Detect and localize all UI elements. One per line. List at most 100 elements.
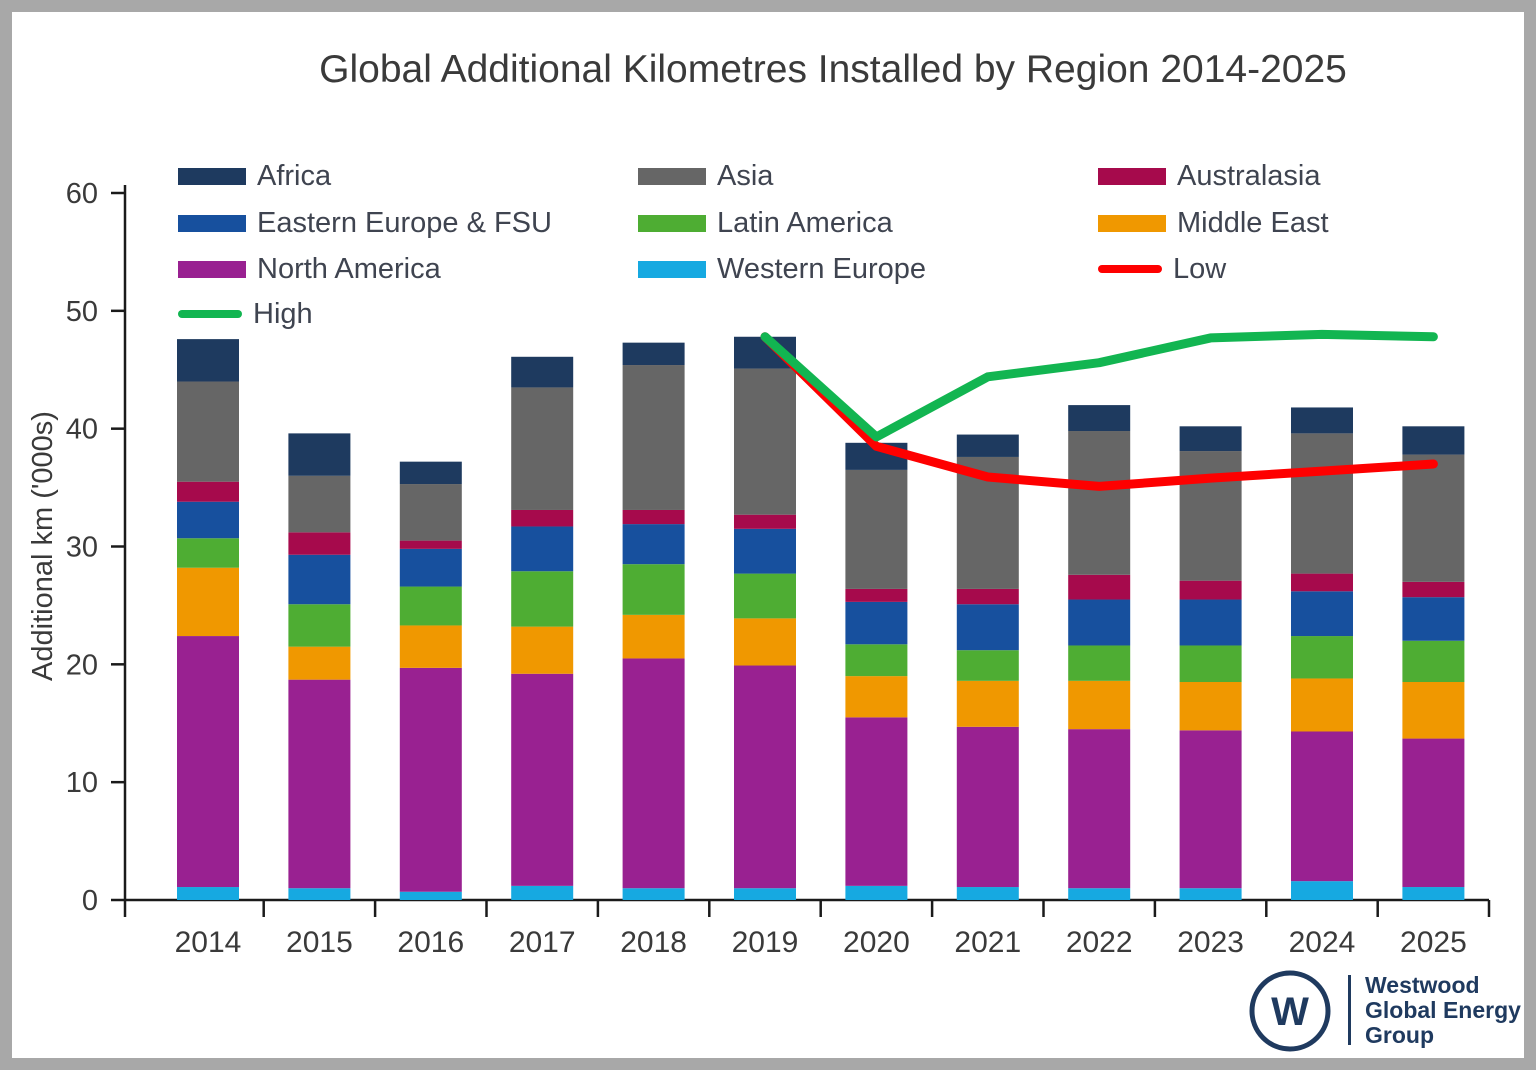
bar-2019-latin-america (734, 573, 796, 619)
legend-swatch-icon (1098, 167, 1166, 185)
bar-2020-western-europe (845, 885, 908, 900)
bar-2019-middle-east (734, 618, 796, 666)
legend-label: Low (1173, 252, 1227, 285)
bar-2025-australasia (1402, 581, 1465, 598)
legend-item-western-europe: Western Europe (638, 253, 926, 285)
bar-2022-australasia (1068, 574, 1131, 600)
logo-divider (1348, 975, 1351, 1045)
bar-2024-middle-east (1291, 678, 1353, 732)
legend-label: Middle East (1177, 206, 1329, 239)
bar-2023-middle-east (1179, 682, 1242, 731)
bar-2023-eastern-europe-fsu (1179, 599, 1242, 646)
x-axis-tick-label: 2023 (1177, 926, 1244, 959)
x-axis-tick-label: 2014 (175, 926, 242, 959)
legend-swatch-icon (638, 214, 706, 232)
bar-2023-north-america (1179, 730, 1242, 889)
bar-2023-australasia (1179, 580, 1242, 600)
logo-text-line: Westwood (1365, 971, 1480, 998)
bar-2020-asia (845, 469, 908, 589)
y-axis-tick-label: 60 (66, 178, 98, 210)
legend-item-latin-america: Latin America (638, 207, 893, 239)
legend-item-north-america: North America (178, 253, 441, 285)
bar-2024-australasia (1291, 573, 1353, 592)
logo-text-line: Group (1365, 1021, 1434, 1048)
logo-text-line: Global Energy (1365, 996, 1521, 1023)
bar-2019-north-america (734, 665, 796, 889)
westwood-logo-monogram: W (1249, 970, 1331, 1052)
line-low (760, 332, 1438, 491)
bar-2016-latin-america (399, 586, 462, 626)
legend-label: Western Europe (717, 252, 927, 285)
bar-2020-north-america (845, 717, 908, 886)
legend-item-eastern-europe-fsu: Eastern Europe & FSU (178, 207, 552, 239)
bar-2021-north-america (956, 726, 1019, 888)
bar-2025-eastern-europe-fsu (1402, 597, 1465, 641)
bar-2018-eastern-europe-fsu (622, 524, 685, 565)
bar-2018-asia (622, 365, 685, 510)
legend-label: Latin America (717, 206, 893, 239)
westwood-logo: W Westwood Global Energy Group (1242, 960, 1522, 1060)
legend-item-africa: Africa (178, 160, 331, 192)
y-axis-tick-label: 30 (66, 532, 98, 564)
bar-2017-australasia (511, 509, 574, 527)
legend-item-low: Low (1098, 253, 1226, 285)
logo-circle (1249, 970, 1331, 1052)
bar-2024-latin-america (1291, 636, 1353, 679)
chart-title: Global Additional Kilometres Installed b… (319, 48, 1347, 91)
legend-item-middle-east: Middle East (1098, 207, 1329, 239)
bar-2015-africa (288, 433, 351, 476)
bar-2020-latin-america (845, 644, 908, 677)
bar-2023-asia (1179, 451, 1242, 581)
bar-2016-australasia (399, 540, 462, 549)
bar-2018-latin-america (622, 564, 685, 615)
x-axis-tick-label: 2022 (1066, 926, 1133, 959)
bar-2014-asia (177, 381, 239, 482)
logo-w-glyph: W (1271, 990, 1309, 1034)
bar-2016-africa (399, 461, 462, 485)
y-axis-tick-label: 20 (66, 649, 98, 681)
bar-2025-africa (1402, 426, 1465, 455)
legend-swatch-icon (638, 260, 706, 278)
legend-swatch-icon (178, 260, 246, 278)
bar-2022-western-europe (1068, 888, 1131, 900)
x-axis-tick-label: 2024 (1289, 926, 1356, 959)
bar-2015-australasia (288, 532, 351, 555)
bar-2017-middle-east (511, 626, 574, 674)
bar-2018-middle-east (622, 614, 685, 659)
bar-2021-middle-east (956, 680, 1019, 727)
bar-2014-africa (177, 339, 239, 382)
bar-2022-eastern-europe-fsu (1068, 599, 1131, 646)
legend-label: Africa (257, 159, 332, 192)
bar-2024-north-america (1291, 731, 1353, 882)
bar-2014-north-america (177, 636, 239, 888)
bar-2021-eastern-europe-fsu (956, 604, 1019, 651)
legend-label: Asia (717, 159, 774, 192)
bar-2017-africa (511, 356, 574, 388)
legend-item-asia: Asia (638, 160, 773, 192)
legend-swatch-icon (178, 167, 246, 185)
legend-label: North America (257, 252, 441, 285)
bar-2021-africa (956, 434, 1019, 457)
bar-2023-western-europe (1179, 888, 1242, 900)
x-axis-tick-label: 2020 (843, 926, 910, 959)
bar-2024-asia (1291, 433, 1353, 574)
legend-line-icon (1098, 265, 1162, 273)
bar-2016-north-america (399, 667, 462, 892)
bar-2016-eastern-europe-fsu (399, 548, 462, 587)
bar-2017-western-europe (511, 885, 574, 900)
bar-2018-australasia (622, 509, 685, 525)
legend-item-australasia: Australasia (1098, 160, 1320, 192)
bar-2022-africa (1068, 405, 1131, 432)
bar-2022-middle-east (1068, 680, 1131, 730)
x-axis-tick-label: 2018 (620, 926, 687, 959)
bar-2022-north-america (1068, 729, 1131, 889)
x-axis-tick-label: 2021 (954, 926, 1021, 959)
bar-2022-asia (1068, 431, 1131, 575)
legend-item-high: High (178, 298, 313, 330)
bar-2017-eastern-europe-fsu (511, 526, 574, 572)
bar-2021-latin-america (956, 650, 1019, 681)
bar-2024-western-europe (1291, 881, 1353, 900)
x-axis-tick-label: 2016 (397, 926, 464, 959)
bar-2021-australasia (956, 588, 1019, 605)
x-axis-tick-label: 2015 (286, 926, 353, 959)
